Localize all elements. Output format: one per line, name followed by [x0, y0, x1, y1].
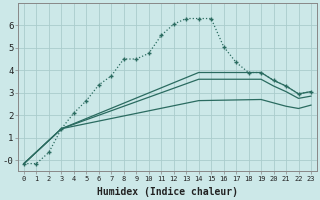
X-axis label: Humidex (Indice chaleur): Humidex (Indice chaleur)	[97, 187, 238, 197]
